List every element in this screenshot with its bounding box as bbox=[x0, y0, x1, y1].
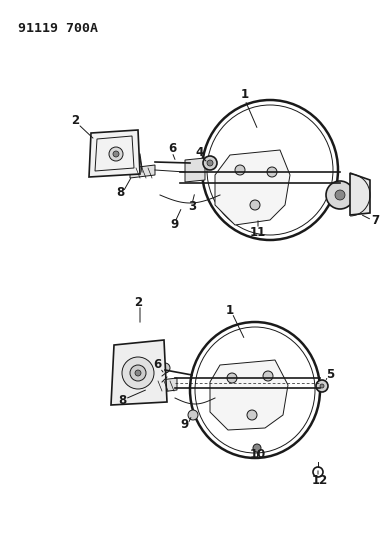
Text: 4: 4 bbox=[196, 146, 204, 158]
Text: 11: 11 bbox=[250, 225, 266, 238]
Text: 8: 8 bbox=[116, 187, 124, 199]
Polygon shape bbox=[210, 360, 288, 430]
Text: 2: 2 bbox=[71, 114, 79, 126]
Text: 1: 1 bbox=[241, 88, 249, 101]
Circle shape bbox=[160, 363, 170, 373]
Circle shape bbox=[203, 156, 217, 170]
Polygon shape bbox=[215, 150, 290, 225]
Polygon shape bbox=[89, 130, 140, 177]
Circle shape bbox=[316, 380, 328, 392]
Text: 6: 6 bbox=[153, 359, 161, 372]
Polygon shape bbox=[130, 165, 155, 178]
Text: 8: 8 bbox=[118, 393, 126, 407]
Polygon shape bbox=[185, 158, 205, 182]
Text: 1: 1 bbox=[226, 303, 234, 317]
Text: 9: 9 bbox=[181, 418, 189, 432]
Circle shape bbox=[320, 384, 324, 388]
Circle shape bbox=[247, 410, 257, 420]
Polygon shape bbox=[152, 378, 177, 393]
Circle shape bbox=[250, 200, 260, 210]
Circle shape bbox=[135, 370, 141, 376]
Text: 3: 3 bbox=[188, 200, 196, 214]
Polygon shape bbox=[111, 340, 167, 405]
Text: 7: 7 bbox=[371, 214, 379, 227]
Text: 9: 9 bbox=[171, 219, 179, 231]
Circle shape bbox=[267, 167, 277, 177]
Circle shape bbox=[335, 190, 345, 200]
Circle shape bbox=[130, 365, 146, 381]
Text: 10: 10 bbox=[250, 448, 266, 462]
Circle shape bbox=[263, 371, 273, 381]
Circle shape bbox=[253, 444, 261, 452]
Circle shape bbox=[109, 147, 123, 161]
Circle shape bbox=[113, 151, 119, 157]
Circle shape bbox=[122, 357, 154, 389]
Circle shape bbox=[227, 373, 237, 383]
Polygon shape bbox=[350, 173, 370, 215]
Circle shape bbox=[188, 410, 198, 420]
Circle shape bbox=[326, 181, 354, 209]
Text: 12: 12 bbox=[312, 473, 328, 487]
Text: 6: 6 bbox=[168, 141, 176, 155]
Text: 91119 700A: 91119 700A bbox=[18, 22, 98, 35]
Text: 2: 2 bbox=[134, 295, 142, 309]
Text: 5: 5 bbox=[326, 368, 334, 382]
Circle shape bbox=[235, 165, 245, 175]
Circle shape bbox=[207, 160, 213, 166]
